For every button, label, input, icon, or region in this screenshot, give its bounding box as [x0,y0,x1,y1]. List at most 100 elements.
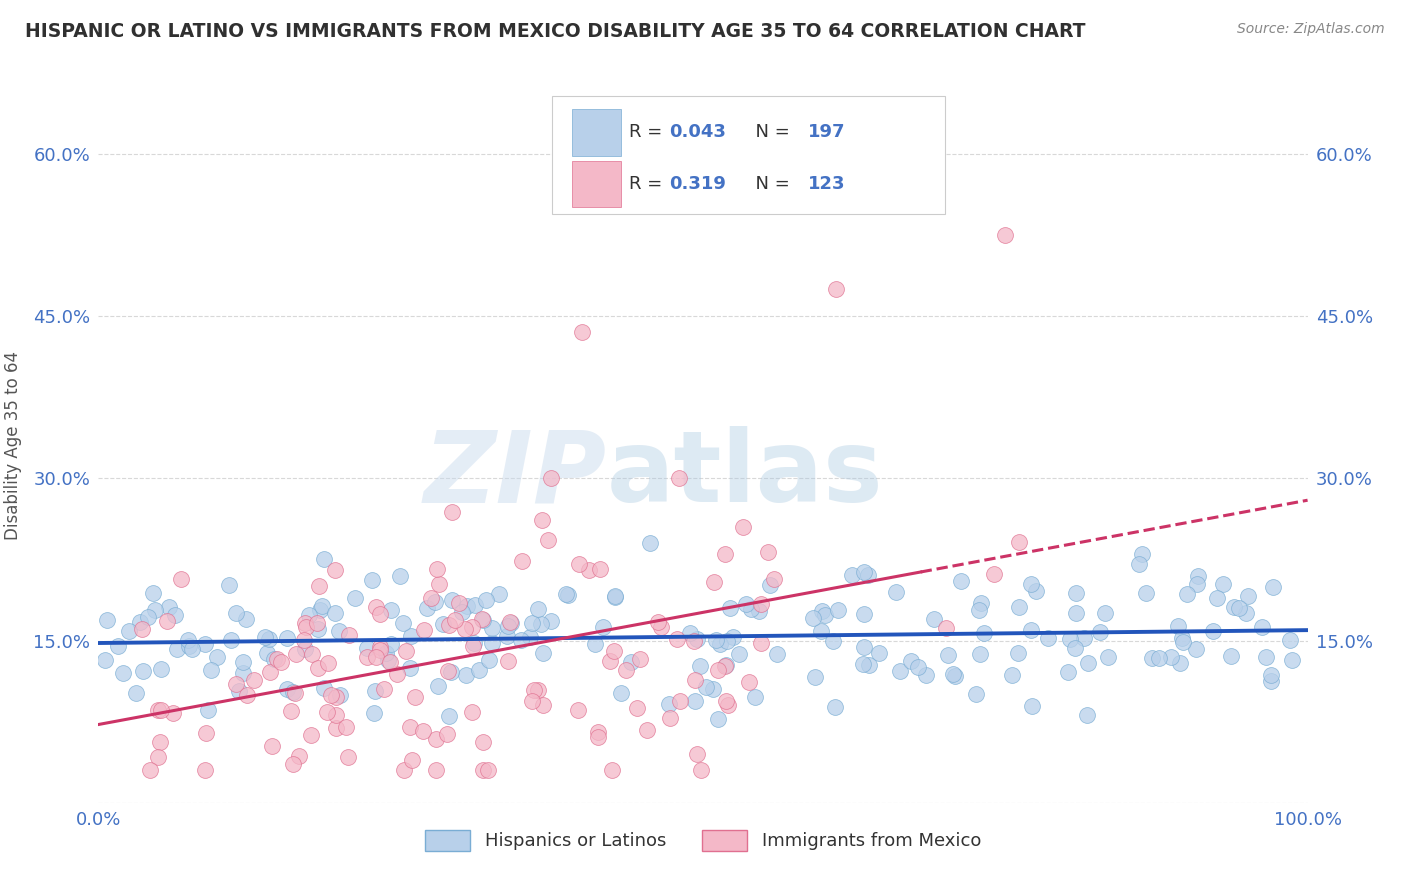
Point [312,681,335,695]
Point [589,562,612,576]
Point [380,655,402,669]
Point [973,626,995,640]
Point [344,591,367,605]
Point [1220,649,1243,664]
Point [586,730,609,744]
Point [298,608,321,623]
Point [285,648,308,662]
Point [1008,535,1031,549]
Point [983,567,1005,582]
Point [374,646,396,660]
Point [194,637,217,651]
Point [263,652,285,666]
Point [498,618,520,632]
Point [683,633,706,648]
Point [666,632,689,646]
Point [1094,606,1116,620]
Point [1128,557,1150,571]
Point [1019,577,1042,591]
Point [177,633,200,648]
Point [689,658,711,673]
Point [307,616,329,631]
Point [225,606,247,620]
Point [605,590,627,604]
Point [463,639,485,653]
Point [599,654,621,668]
Point [307,622,329,636]
Point [366,649,388,664]
Point [938,648,960,662]
Point [301,728,323,742]
Point [1175,587,1198,601]
Point [686,632,709,647]
Point [567,703,589,717]
Point [477,764,499,778]
Point [197,703,219,717]
Point [600,764,623,778]
Point [531,646,554,660]
Point [283,757,305,772]
FancyBboxPatch shape [572,161,621,208]
Point [456,599,478,613]
Point [614,664,637,678]
Point [967,603,990,617]
Point [451,605,474,619]
Point [679,626,702,640]
Point [415,601,437,615]
Point [889,665,911,679]
Point [740,602,762,616]
Point [1007,647,1029,661]
Point [969,647,991,661]
Point [125,686,148,700]
Point [142,586,165,600]
Point [146,703,169,717]
Point [427,576,450,591]
Point [647,615,669,629]
Point [496,654,519,668]
Point [1173,635,1195,649]
Point [325,708,347,723]
Point [180,641,202,656]
Point [922,612,945,626]
Point [935,621,957,635]
Point [841,568,863,582]
Point [853,640,876,654]
Point [312,552,335,566]
Point [706,663,728,677]
Point [1036,631,1059,645]
Point [526,683,548,698]
Point [735,597,758,611]
Point [499,616,522,631]
Point [478,653,501,667]
Point [738,674,761,689]
Point [720,601,742,615]
Point [461,705,484,719]
Point [1073,631,1095,645]
Point [471,612,494,626]
Point [131,622,153,636]
Point [1076,657,1098,671]
Point [537,533,560,547]
Point [540,614,562,628]
Point [714,659,737,673]
Point [143,602,166,616]
Point [242,673,264,687]
Point [107,639,129,653]
Point [727,647,749,661]
Point [1281,652,1303,666]
Point [703,574,725,589]
Point [221,633,243,648]
Point [166,642,188,657]
Point [620,655,643,669]
Point [659,711,682,725]
Point [1064,586,1087,600]
Point [325,690,347,704]
Point [1212,577,1234,591]
Point [609,686,631,700]
Point [205,650,228,665]
Point [398,720,420,734]
Point [364,684,387,698]
Point [568,557,591,571]
Point [156,615,179,629]
Point [690,764,713,778]
